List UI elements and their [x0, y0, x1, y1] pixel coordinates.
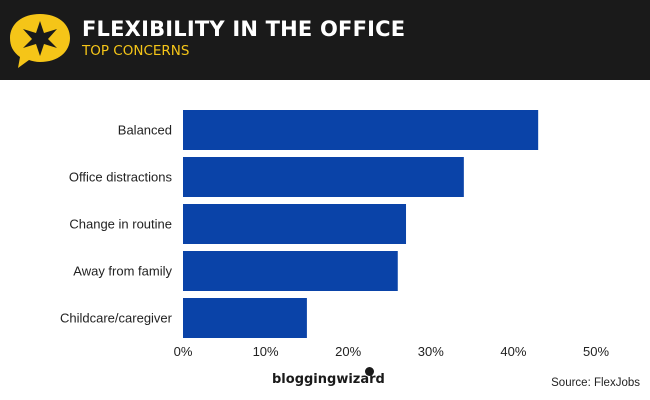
x-tick-label: 10% [253, 344, 279, 359]
header-banner: FLEXIBILITY IN THE OFFICE TOP CONCERNS [0, 0, 650, 80]
brand-logo: bloggingwizard [272, 372, 385, 387]
category-label: Change in routine [69, 217, 172, 232]
bar [183, 298, 307, 338]
category-label: Away from family [73, 264, 172, 279]
bar [183, 204, 407, 244]
bar-chart: Balanced Office distractions Change in rou… [60, 110, 609, 359]
bar [183, 157, 464, 197]
category-label: Balanced [118, 123, 172, 138]
x-tick-label: 20% [335, 344, 361, 359]
x-tick-label: 0% [174, 344, 193, 359]
x-tick-label: 50% [583, 344, 609, 359]
category-label: Childcare/caregiver [60, 311, 173, 326]
x-tick-label: 40% [500, 344, 526, 359]
page-subtitle: TOP CONCERNS [82, 43, 190, 59]
source-note: Source: FlexJobs [551, 377, 640, 389]
bar [183, 251, 398, 291]
category-label: Office distractions [69, 170, 173, 185]
page-title: FLEXIBILITY IN THE OFFICE [82, 17, 406, 41]
x-tick-label: 30% [418, 344, 444, 359]
bar [183, 110, 539, 150]
brand-mark-icon [365, 367, 374, 376]
star-speech-bubble-icon [10, 14, 70, 68]
